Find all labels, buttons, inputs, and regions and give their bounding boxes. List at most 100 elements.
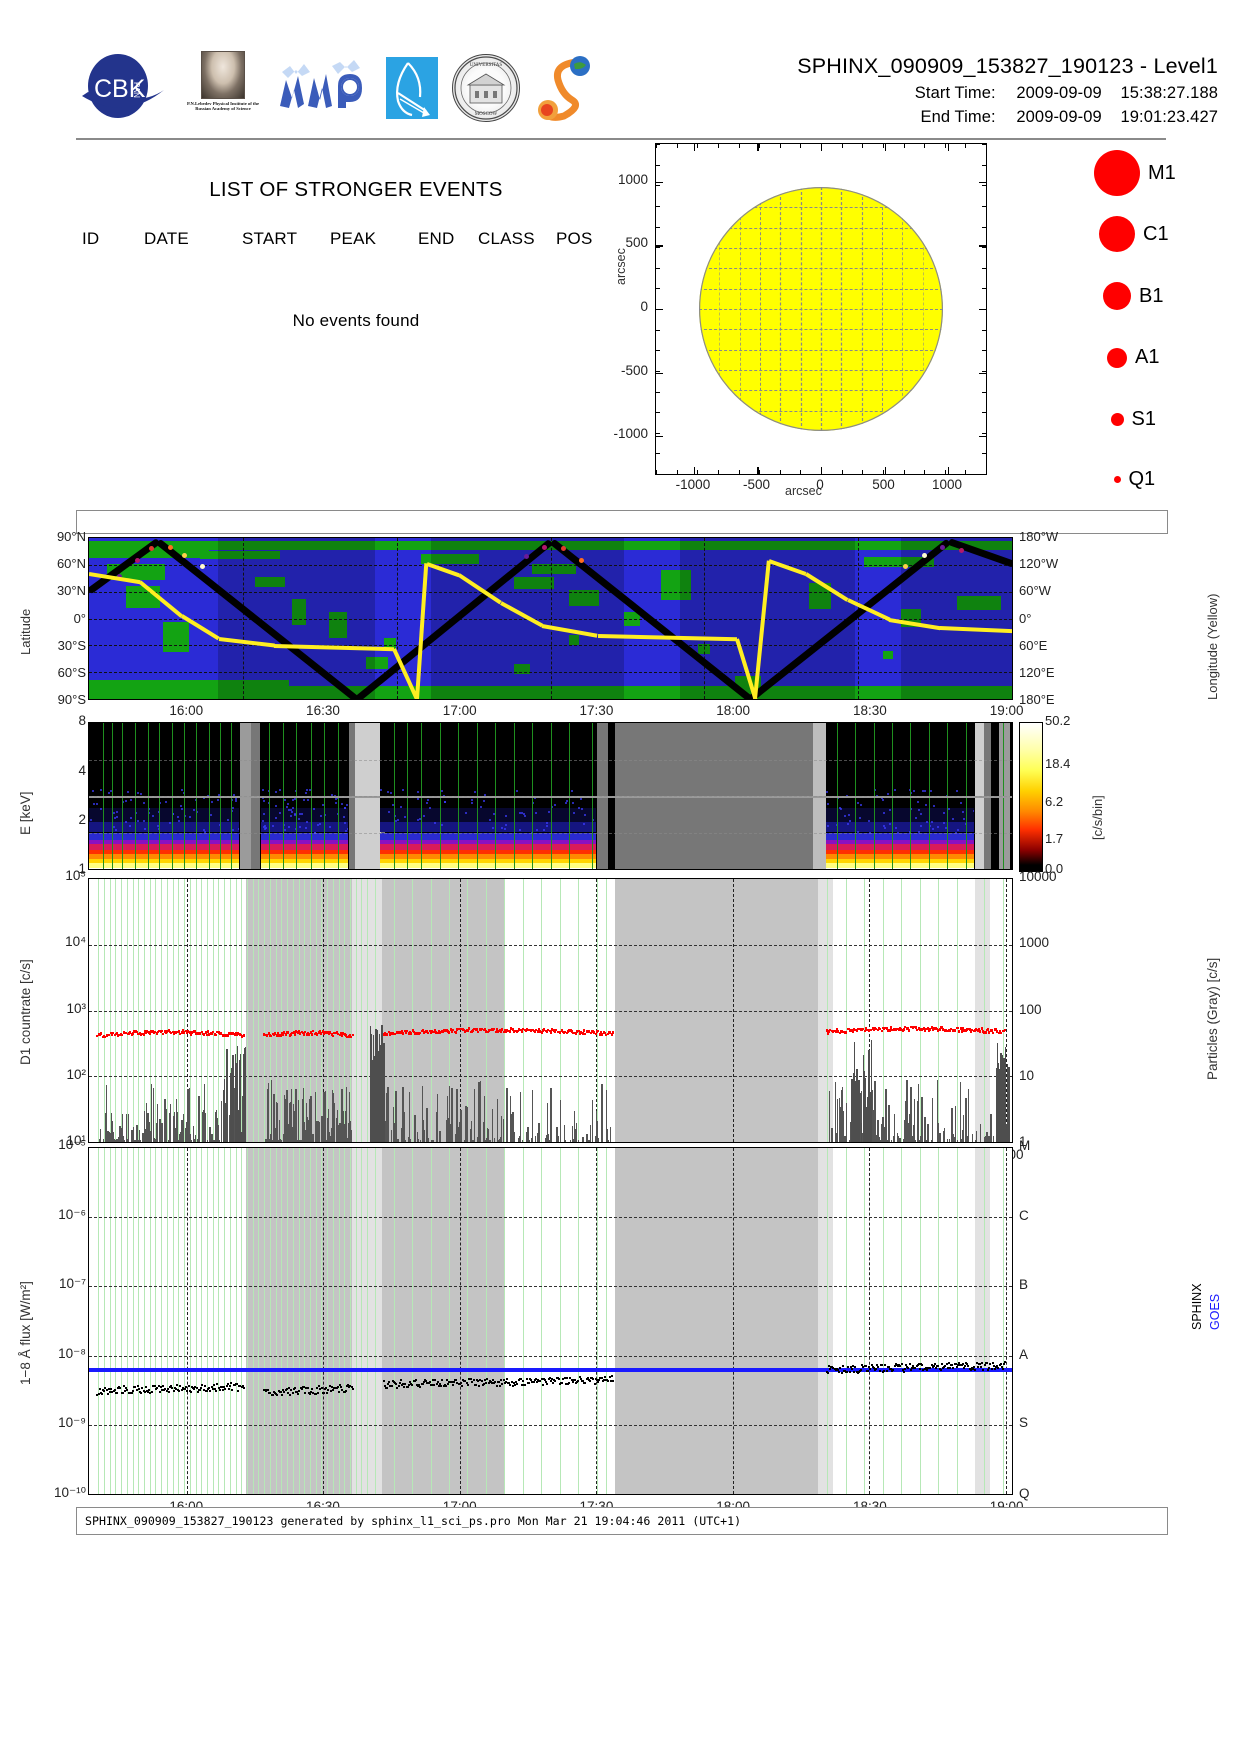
- flux-light-gap: [975, 1148, 990, 1494]
- particle-spike: [989, 1137, 990, 1142]
- flux-event-line: [104, 1148, 105, 1494]
- spectrogram-noise-pixel: [492, 827, 494, 829]
- particle-spike: [274, 1128, 275, 1142]
- track-flux-dot: [135, 558, 140, 563]
- particle-spike: [976, 1131, 977, 1142]
- sun-minor-tick: [718, 470, 719, 474]
- column-header-class: CLASS: [478, 229, 556, 249]
- spectrogram-noise-pixel: [100, 808, 102, 810]
- flux-event-line: [449, 1148, 450, 1494]
- spectrogram-energy-band: [261, 833, 349, 840]
- flux-event-line: [184, 1148, 185, 1494]
- particle-spike: [586, 1134, 587, 1142]
- spectrogram-noise-pixel: [565, 802, 567, 804]
- sun-minor-tick: [982, 206, 986, 207]
- spectrogram-noise-pixel: [404, 816, 406, 818]
- spectrogram-noise-pixel: [152, 815, 154, 817]
- spectrogram-noise-pixel: [963, 818, 965, 820]
- particle-spike: [109, 1132, 110, 1142]
- flux-data-point: [151, 1391, 153, 1393]
- sun-minor-tick: [656, 227, 660, 228]
- particle-spike: [917, 1101, 918, 1142]
- lebedev-institute-logo: P.N.Lebedev Physical Institute of the Ru…: [184, 51, 262, 125]
- spectrogram-noise-pixel: [930, 790, 932, 792]
- flux-event-line: [258, 1148, 259, 1494]
- particle-spike-burst: [241, 1132, 242, 1142]
- flux-data-point: [461, 1385, 463, 1387]
- sun-minor-tick: [883, 470, 884, 474]
- lebedev-caption: P.N.Lebedev Physical Institute of the Ru…: [184, 101, 262, 112]
- flux-event-line: [150, 1148, 151, 1494]
- spectrogram-noise-pixel: [860, 804, 862, 806]
- title-block: SPHINX_090909_153827_190123 - Level1 Sta…: [738, 54, 1218, 127]
- flux-data-point: [572, 1381, 574, 1383]
- flux-data-point: [391, 1385, 393, 1387]
- particle-spike: [189, 1132, 190, 1142]
- flux-data-point: [594, 1383, 596, 1385]
- countrate-data-point: [992, 1032, 994, 1035]
- flux-data-point: [345, 1390, 347, 1392]
- spectrogram-noise-pixel: [178, 820, 180, 822]
- spectrogram-noise-pixel: [536, 829, 538, 831]
- particle-spike: [550, 1088, 551, 1142]
- flux-data-point: [842, 1365, 844, 1367]
- particle-spike: [279, 1139, 280, 1142]
- particle-spike: [195, 1135, 196, 1142]
- flux-data-point: [952, 1367, 954, 1369]
- sun-minor-tick: [656, 185, 660, 186]
- spectrogram-noise-pixel: [290, 815, 292, 817]
- spectrogram-gridline: [89, 760, 1012, 761]
- spectrogram-noise-pixel: [380, 789, 382, 791]
- particle-spike-burst: [871, 1040, 872, 1142]
- spectrogram-noise-pixel: [847, 823, 849, 825]
- particle-spike: [304, 1122, 305, 1142]
- spectrogram-noise-pixel: [90, 819, 92, 821]
- flux-data-point: [383, 1380, 385, 1382]
- latitude-tick-label: 90°N: [57, 529, 86, 544]
- flux-event-line: [241, 1148, 242, 1494]
- particle-spike: [283, 1136, 284, 1142]
- particle-spike: [450, 1124, 451, 1142]
- particle-spike-burst: [1003, 1130, 1004, 1142]
- flux-event-line: [281, 1148, 282, 1494]
- flux-data-point: [974, 1369, 976, 1371]
- sun-minor-tick: [924, 144, 925, 148]
- particles-ytick-label: 100: [1019, 1002, 1042, 1017]
- flux-data-point: [994, 1368, 996, 1370]
- particle-spike: [387, 1129, 388, 1142]
- flux-data-point: [991, 1368, 993, 1370]
- particle-spike: [582, 1137, 583, 1142]
- sun-minor-tick: [697, 144, 698, 148]
- sun-minor-tick: [982, 412, 986, 413]
- parallel-line: [699, 370, 943, 371]
- sun-ytick-mark: [979, 436, 986, 437]
- column-header-pos: POS: [556, 229, 608, 249]
- flux-data-point: [206, 1390, 208, 1392]
- legend-label: B1: [1139, 285, 1163, 308]
- particle-spike: [993, 1136, 994, 1142]
- flux-data-point: [910, 1369, 912, 1371]
- flux-data-point: [386, 1387, 388, 1389]
- legend-row-q1: Q1: [1094, 468, 1155, 491]
- particle-spike: [310, 1132, 311, 1142]
- spectrogram-noise-pixel: [116, 811, 118, 813]
- particle-spike: [349, 1093, 350, 1142]
- spectrogram-colorbar: [1019, 722, 1043, 872]
- spectrogram-noise-pixel: [417, 819, 419, 821]
- flux-data-point: [101, 1393, 103, 1395]
- spectrogram-noise-pixel: [583, 823, 585, 825]
- spectrogram-noise-pixel: [417, 791, 419, 793]
- spectrogram-noise-pixel: [232, 829, 234, 831]
- spectrogram-noise-pixel: [962, 811, 964, 813]
- flux-event-line: [253, 1148, 254, 1494]
- flux-event-line: [957, 1148, 958, 1494]
- particle-spike-burst: [867, 1111, 868, 1142]
- particle-spike-burst: [370, 1073, 371, 1142]
- flux-data-point: [138, 1388, 140, 1390]
- ground-track-map-panel: [88, 537, 1013, 700]
- particle-spike: [414, 1119, 415, 1142]
- particle-spike-burst: [373, 1056, 374, 1142]
- map-ylabel-right: Longitude (Yellow): [1205, 594, 1220, 700]
- particle-spike: [321, 1116, 322, 1142]
- sun-ytick-mark: [656, 436, 663, 437]
